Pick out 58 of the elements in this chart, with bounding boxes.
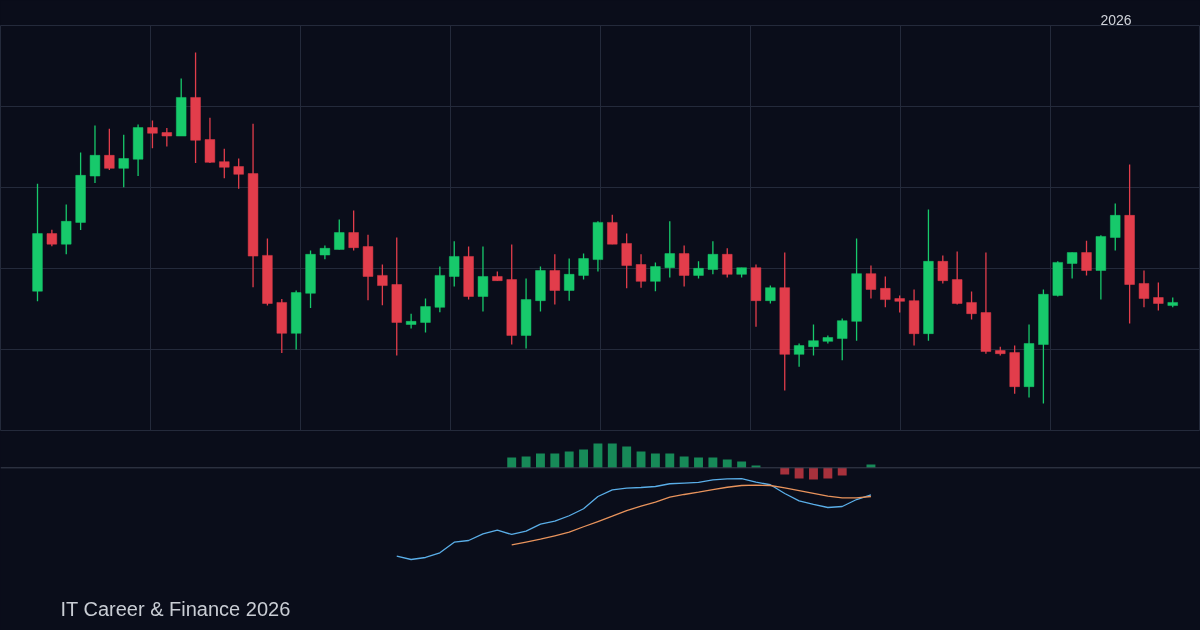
candlestick: [1153, 281, 1164, 312]
candlestick: [952, 250, 963, 306]
candlestick: [477, 245, 489, 313]
bar: [564, 451, 574, 468]
bar: [579, 449, 589, 468]
bar: [536, 453, 545, 468]
candlestick: [607, 214, 618, 245]
candlestick: [578, 252, 589, 281]
candlestick: [377, 263, 388, 306]
bar: [837, 467, 847, 476]
candlestick: [1081, 239, 1092, 277]
candlestick: [147, 119, 158, 149]
candlestick: [679, 244, 690, 288]
candlestick: [966, 290, 977, 321]
bar: [521, 456, 531, 468]
text: 2026: [1100, 11, 1132, 28]
candlestick: [793, 342, 805, 368]
candlestick: [89, 124, 101, 184]
candlestick: [1110, 202, 1121, 252]
bar: [823, 467, 833, 479]
candlestick: [564, 257, 575, 302]
candlestick: [865, 264, 877, 300]
candlestick: [348, 209, 359, 252]
candlestick: [405, 312, 417, 330]
candlestick: [549, 253, 560, 306]
candlestick: [334, 218, 345, 251]
candlestick: [161, 127, 172, 148]
candlestick: [233, 157, 244, 190]
candlestick: [104, 128, 115, 171]
bar: [809, 467, 818, 480]
candlestick: [937, 254, 948, 285]
bar: [622, 446, 632, 468]
candlestick: [449, 240, 460, 288]
candlestick: [880, 275, 891, 308]
candlestick: [808, 323, 819, 357]
candlestick: [118, 133, 129, 188]
bar: [679, 456, 689, 468]
bar: [550, 453, 560, 468]
bar: [650, 453, 660, 468]
candlestick: [219, 148, 230, 179]
candlestick: [204, 117, 216, 164]
candlestick: [837, 317, 848, 361]
bar: [794, 467, 804, 479]
bar: [780, 467, 790, 475]
candlestick: [1138, 269, 1150, 308]
candlestick: [61, 203, 72, 255]
bar: [665, 453, 675, 468]
candlestick: [707, 240, 719, 275]
candlestick: [635, 253, 647, 289]
candlestick: [722, 247, 733, 279]
candlestick: [1067, 251, 1078, 280]
candlestick: [650, 261, 661, 292]
text: IT Career & Finance 2026: [60, 597, 291, 620]
candlestick: [664, 220, 675, 279]
bar: [607, 443, 617, 468]
candlestick: [420, 297, 431, 334]
bar: [593, 443, 603, 468]
candlestick: [621, 232, 632, 290]
